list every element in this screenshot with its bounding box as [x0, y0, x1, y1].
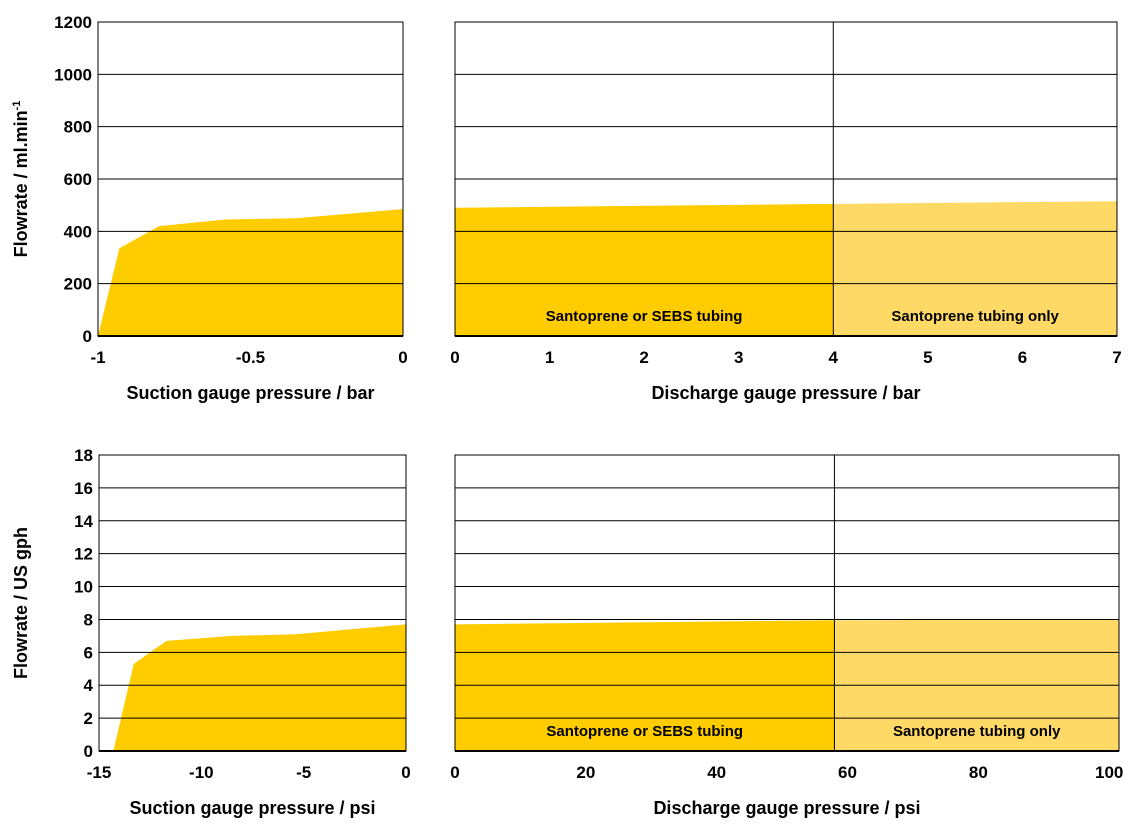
y-axis-title: Flowrate / US gph — [11, 527, 31, 679]
x-tick-label: -15 — [87, 763, 112, 782]
y-tick-label: 10 — [74, 578, 93, 597]
x-tick-label: 60 — [838, 763, 857, 782]
x-tick-label: 100 — [1095, 763, 1123, 782]
x-tick-label: 3 — [734, 348, 743, 367]
y-tick-label: 2 — [84, 709, 93, 728]
y-axis-title: Flowrate / ml.min-1 — [11, 101, 31, 258]
x-tick-label: 7 — [1112, 348, 1121, 367]
flow-area — [113, 624, 407, 751]
chart-bottom-left: 0 2 4 6 8 10 12 14 16 18 -15 -10 -5 0 Suction gauge pr… — [11, 446, 411, 818]
y-tick-label: 4 — [84, 676, 94, 695]
region-label-1: Santoprene or SEBS tubing — [546, 308, 743, 325]
x-tick-label: -5 — [296, 763, 311, 782]
y-tick-label: 14 — [74, 512, 93, 531]
y-tick-label: 800 — [64, 118, 92, 137]
x-axis-title: Discharge gauge pressure / bar — [651, 383, 920, 403]
y-tick-label: 400 — [64, 222, 92, 241]
area-region-1 — [455, 203, 834, 336]
region-label-2: Santoprene tubing only — [893, 723, 1061, 740]
region-label-2: Santoprene tubing only — [891, 308, 1059, 325]
y-tick-label: 16 — [74, 479, 93, 498]
x-tick-label: 0 — [450, 763, 459, 782]
flow-area — [98, 209, 403, 336]
region-label-1: Santoprene or SEBS tubing — [546, 723, 743, 740]
x-tick-label: -10 — [189, 763, 214, 782]
x-tick-label: 20 — [576, 763, 595, 782]
x-tick-label: -0.5 — [236, 348, 265, 367]
x-tick-label: 1 — [545, 348, 554, 367]
y-tick-label: 12 — [74, 545, 93, 564]
x-axis-title: Suction gauge pressure / bar — [126, 383, 374, 403]
y-tick-label: 1200 — [54, 13, 92, 32]
x-tick-label: 40 — [707, 763, 726, 782]
x-axis-title: Discharge gauge pressure / psi — [653, 798, 920, 818]
x-tick-label: 2 — [639, 348, 648, 367]
y-tick-label: 6 — [84, 643, 93, 662]
y-tick-label: 8 — [84, 610, 93, 629]
x-tick-label: 5 — [923, 348, 932, 367]
y-tick-label: 0 — [84, 742, 93, 761]
y-tick-label: 18 — [74, 446, 93, 465]
y-tick-label: 0 — [83, 327, 92, 346]
x-axis-title: Suction gauge pressure / psi — [129, 798, 375, 818]
chart-bottom-right: Santoprene or SEBS tubing Santoprene tubi… — [450, 454, 1123, 818]
y-tick-label: 1000 — [54, 65, 92, 84]
y-tick-label: 600 — [64, 170, 92, 189]
chart-top-left: 0 200 400 600 800 1000 1200 -1 -0.5 0 Suction gaug… — [11, 13, 408, 403]
area-region-2 — [833, 201, 1117, 336]
x-tick-label: 80 — [969, 763, 988, 782]
chart-top-right: Santoprene or SEBS tubing Santoprene tubi… — [450, 21, 1122, 403]
y-tick-label: 200 — [64, 275, 92, 294]
x-tick-label: 6 — [1018, 348, 1027, 367]
x-tick-label: 0 — [450, 348, 459, 367]
x-tick-label: 0 — [398, 348, 407, 367]
x-tick-label: 0 — [401, 763, 410, 782]
x-tick-label: 4 — [829, 348, 839, 367]
x-tick-label: -1 — [90, 348, 105, 367]
